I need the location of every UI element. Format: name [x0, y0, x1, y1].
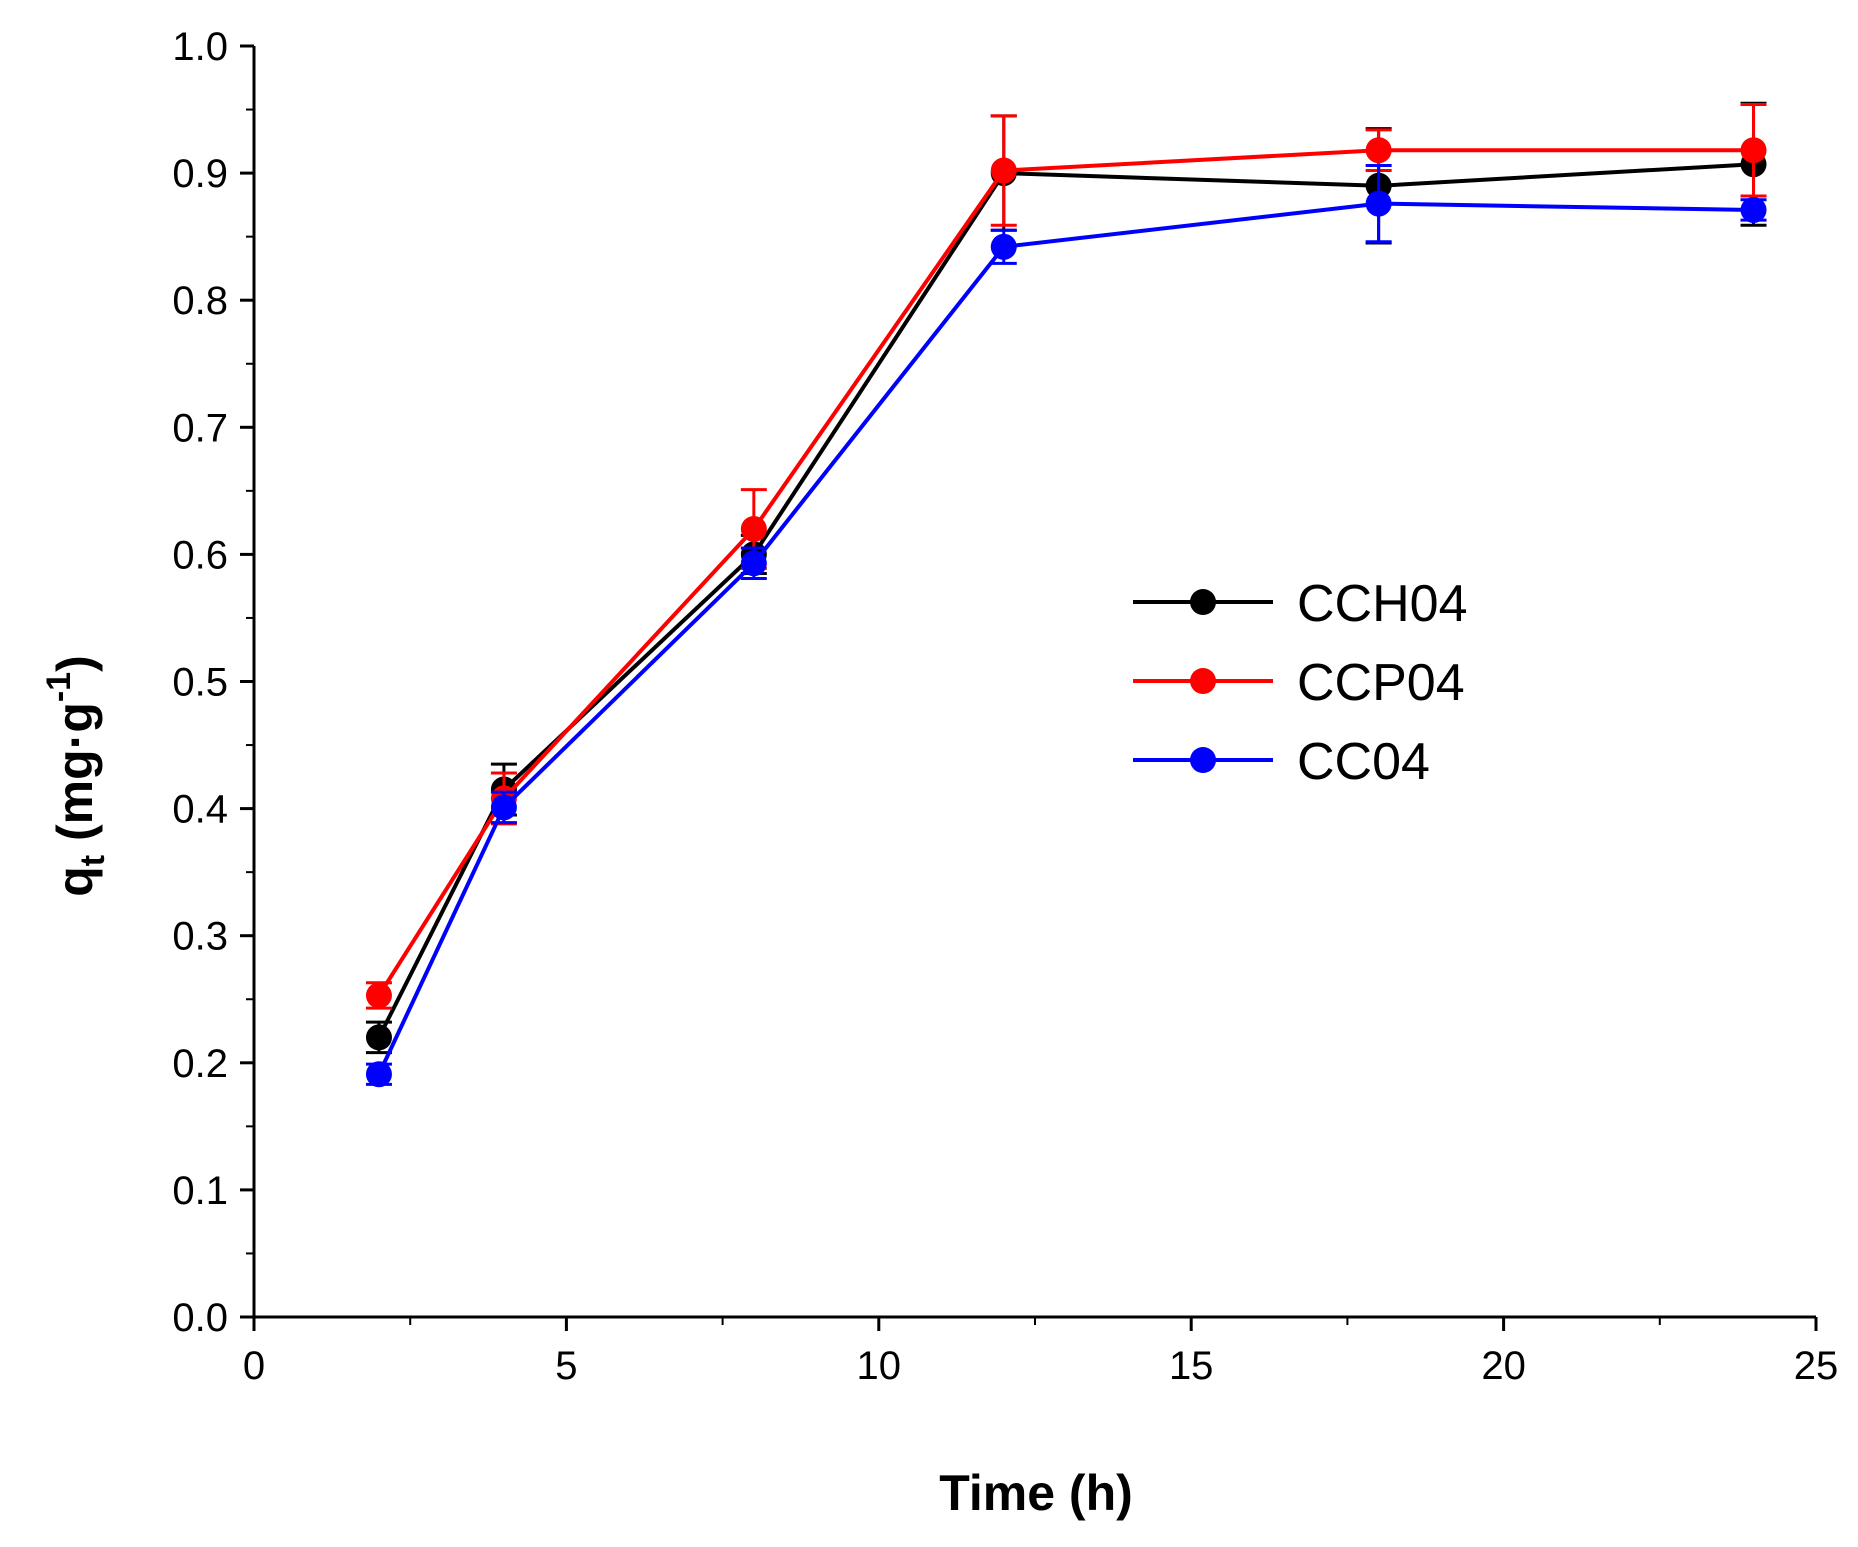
data-point-cc04 — [1740, 196, 1767, 223]
series-line-ccp04 — [377, 148, 1754, 997]
y-tick-label: 0.7 — [172, 406, 228, 450]
series-line-cc04 — [377, 201, 1754, 1076]
x-tick-label: 20 — [1481, 1344, 1526, 1388]
series-cc04 — [365, 163, 1767, 1088]
legend: CCH04 CCP04 CC04 — [1133, 575, 1468, 791]
series-line-cch04 — [377, 162, 1754, 1039]
legend-label: CCP04 — [1297, 654, 1465, 712]
x-tick-label: 0 — [243, 1344, 265, 1388]
x-axis-title: Time (h) — [939, 1465, 1133, 1521]
x-tick-label: 10 — [857, 1344, 902, 1388]
data-point-ccp04 — [365, 982, 392, 1009]
y-tick-label: 0.6 — [172, 533, 228, 577]
axes — [252, 46, 1816, 1319]
y-tick-label: 0.4 — [172, 788, 228, 832]
data-point-cch04 — [365, 1024, 392, 1051]
legend-item-cc04: CC04 — [1133, 733, 1430, 791]
legend-label: CC04 — [1297, 733, 1430, 791]
data-point-cc04 — [490, 794, 517, 821]
y-axis-ticks: 0.0 0.1 0.2 0.3 0.4 0.5 0.6 0.7 0.8 0.9 1.0 — [172, 25, 254, 1340]
y-tick-label: 0.2 — [172, 1042, 228, 1086]
x-tick-label: 25 — [1794, 1344, 1839, 1388]
data-point-cc04 — [740, 550, 767, 577]
legend-swatch-marker — [1190, 747, 1216, 773]
data-point-ccp04 — [1365, 137, 1392, 164]
data-point-cc04 — [365, 1061, 392, 1088]
y-tick-label: 0.8 — [172, 279, 228, 323]
y-tick-label: 0.0 — [172, 1296, 228, 1340]
data-point-ccp04 — [990, 157, 1017, 184]
series-layer — [365, 101, 1767, 1088]
legend-item-cch04: CCH04 — [1133, 575, 1468, 633]
series-cch04 — [365, 101, 1767, 1055]
y-tick-label: 0.9 — [172, 152, 228, 196]
y-tick-label: 1.0 — [172, 25, 228, 69]
legend-item-ccp04: CCP04 — [1133, 654, 1465, 712]
y-tick-label: 0.3 — [172, 915, 228, 959]
y-tick-label: 0.5 — [172, 661, 228, 705]
x-tick-label: 15 — [1169, 1344, 1214, 1388]
data-point-ccp04 — [1740, 137, 1767, 164]
x-axis-ticks: 0 5 10 15 20 25 — [243, 1317, 1838, 1388]
series-ccp04 — [365, 102, 1767, 1010]
legend-swatch-marker — [1190, 589, 1216, 615]
data-point-ccp04 — [740, 515, 767, 542]
x-tick-label: 5 — [555, 1344, 577, 1388]
legend-label: CCH04 — [1297, 575, 1468, 633]
y-axis-title: qt (mg·g-1) — [40, 655, 112, 897]
data-point-cc04 — [990, 233, 1017, 260]
legend-swatch-marker — [1190, 668, 1216, 694]
y-tick-label: 0.1 — [172, 1169, 228, 1213]
data-point-cc04 — [1365, 190, 1392, 217]
